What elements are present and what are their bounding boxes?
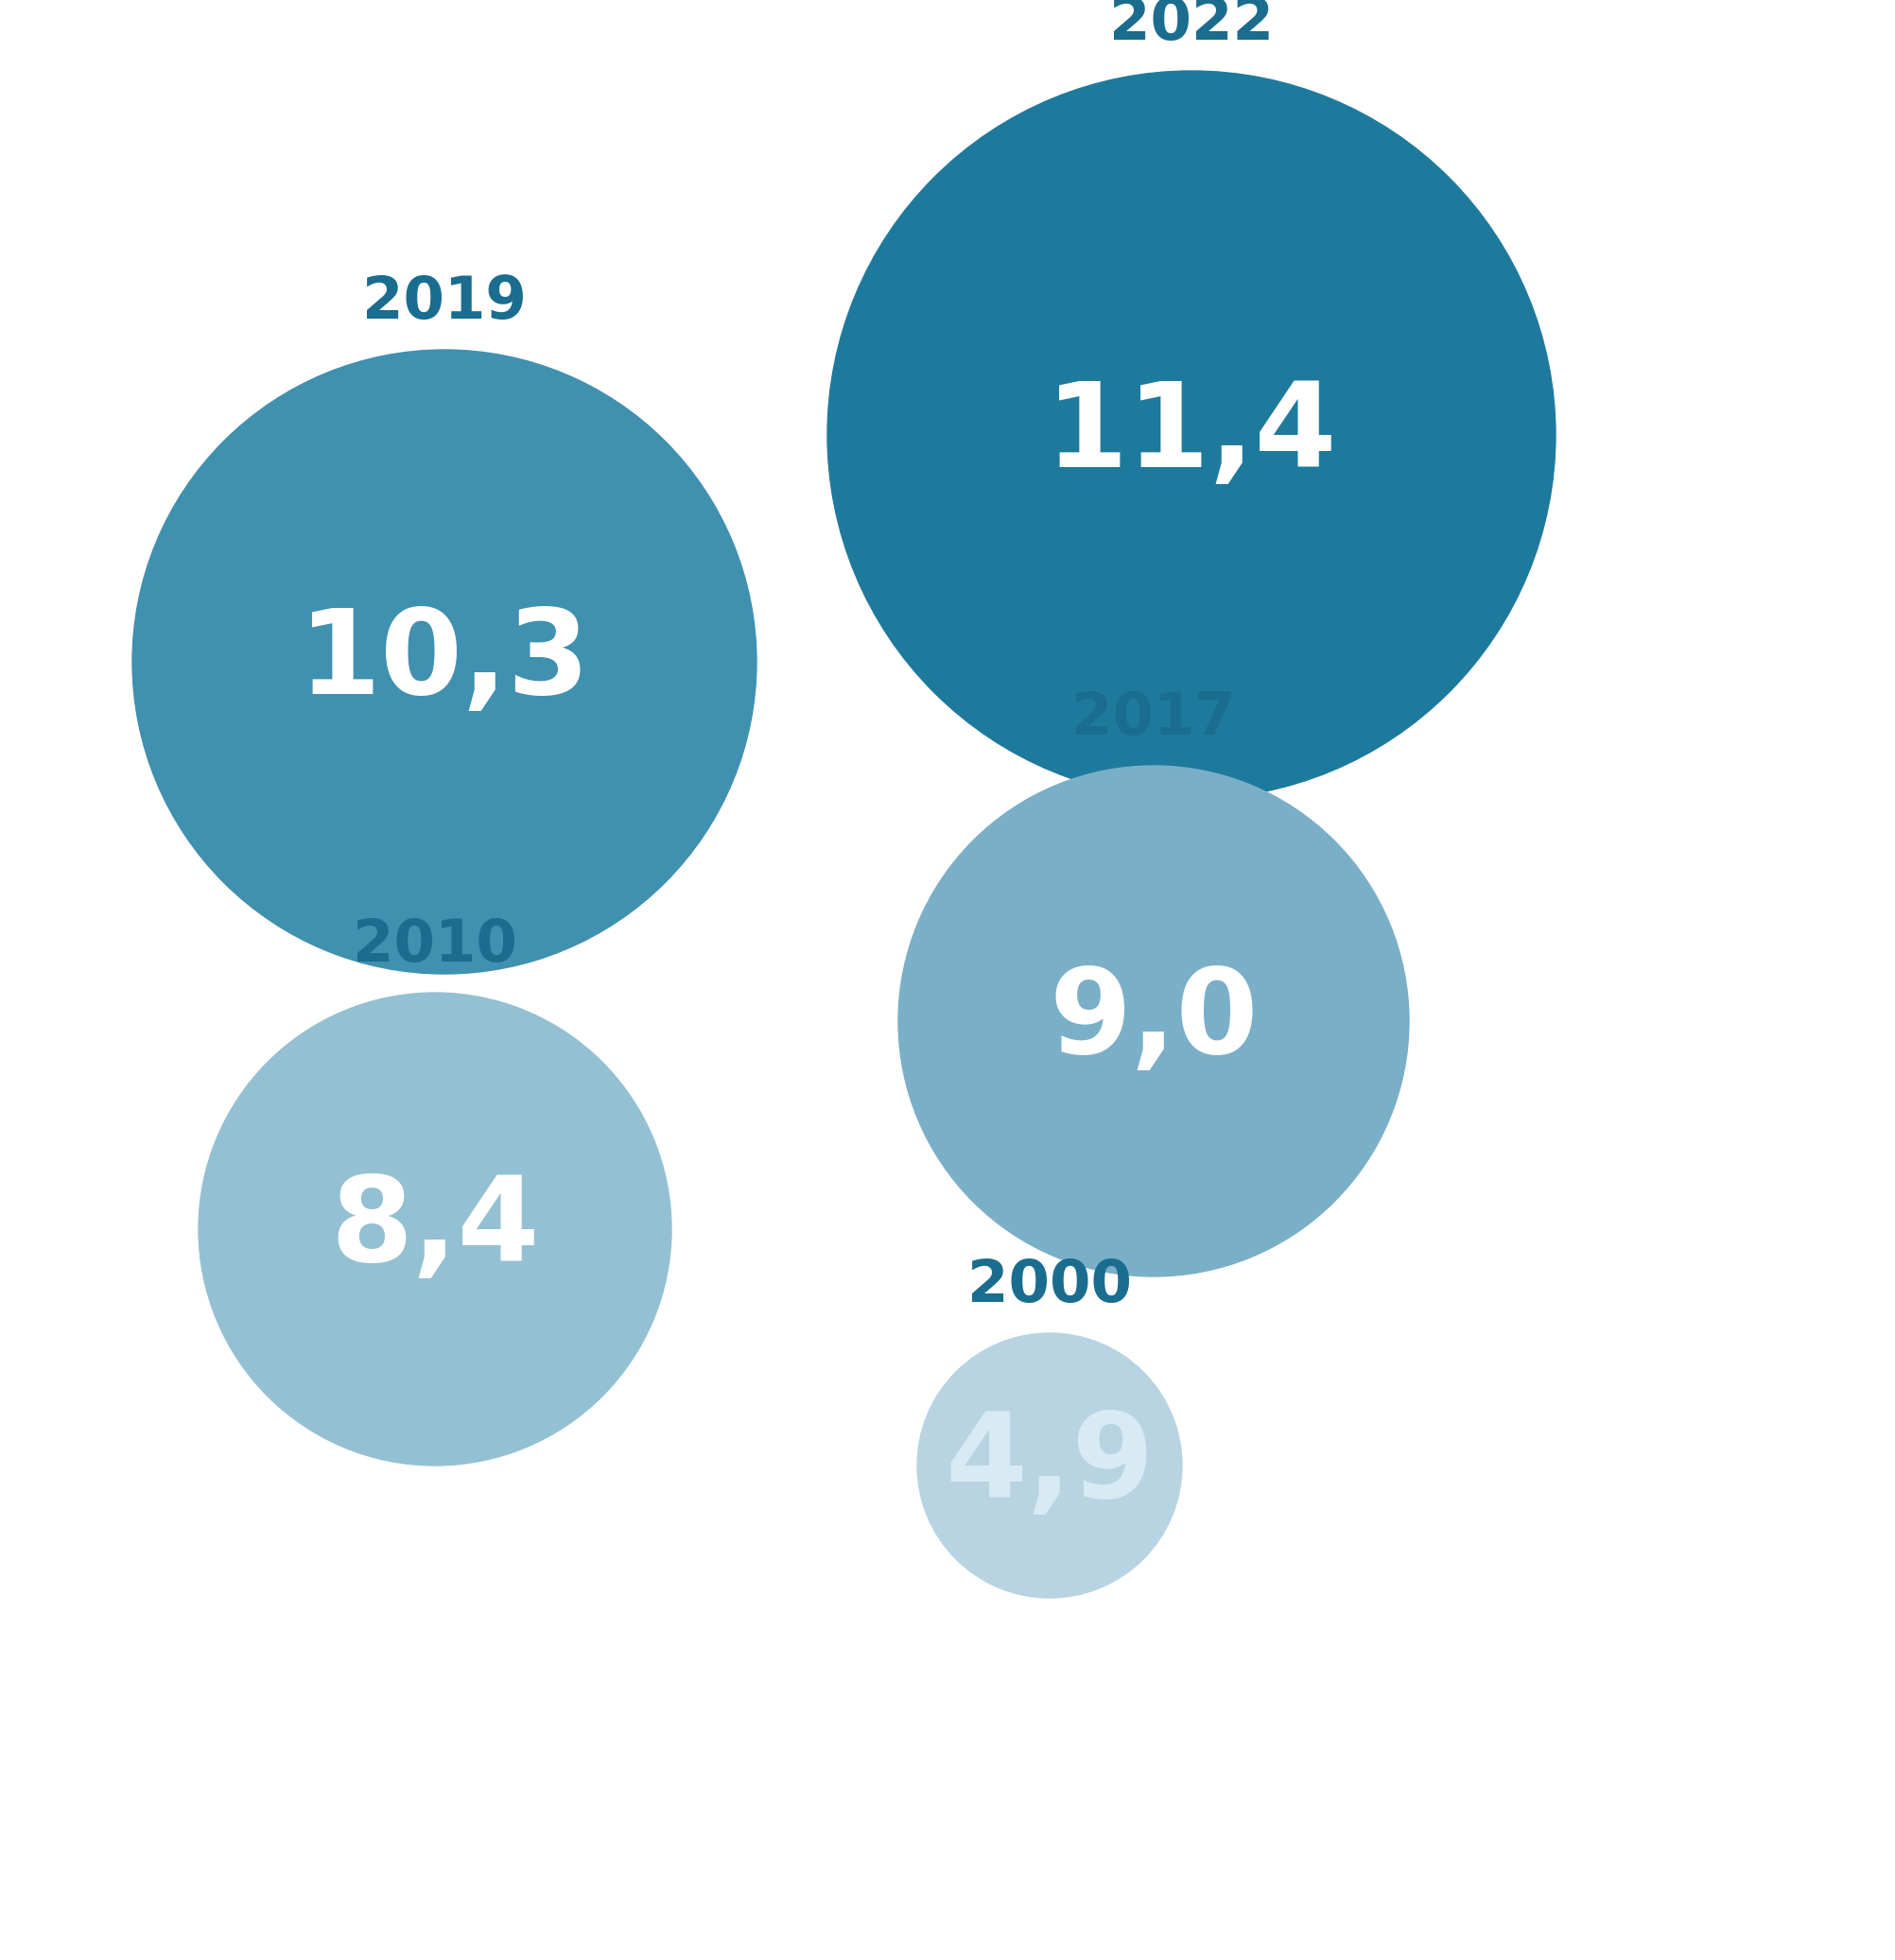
- Circle shape: [133, 349, 756, 974]
- Text: 2019: 2019: [362, 274, 527, 331]
- Text: 10,3: 10,3: [299, 604, 591, 719]
- Circle shape: [828, 71, 1556, 800]
- Text: 4,9: 4,9: [946, 1409, 1154, 1523]
- Text: 2010: 2010: [352, 917, 517, 974]
- Circle shape: [898, 766, 1410, 1276]
- Text: 11,4: 11,4: [1046, 378, 1338, 492]
- Text: 8,4: 8,4: [330, 1172, 540, 1286]
- Text: 2000: 2000: [966, 1258, 1131, 1315]
- Text: 2017: 2017: [1071, 690, 1236, 747]
- Circle shape: [199, 994, 671, 1466]
- Text: 2022: 2022: [1109, 0, 1273, 53]
- Text: 9,0: 9,0: [1050, 964, 1258, 1078]
- Circle shape: [917, 1333, 1182, 1597]
